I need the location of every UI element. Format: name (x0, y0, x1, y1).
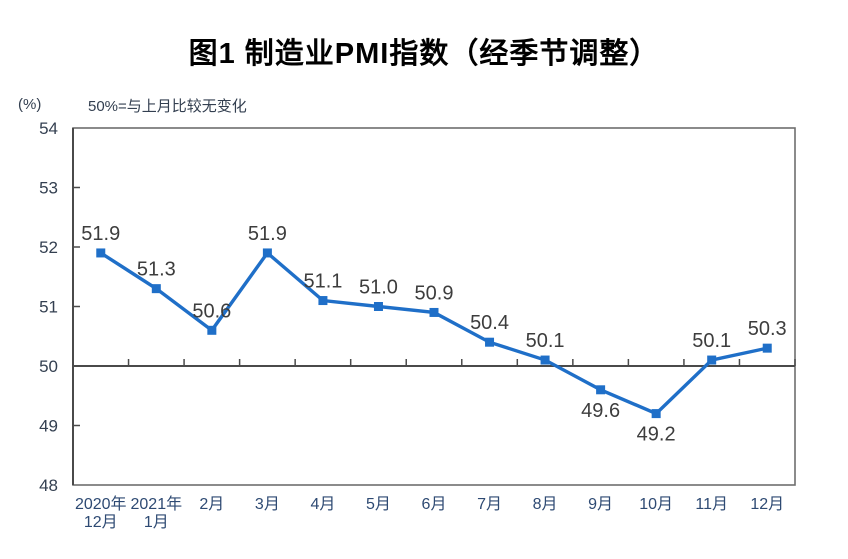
x-category-label: 2021年 (131, 495, 183, 513)
x-category-label: 9月 (588, 496, 613, 513)
data-point-marker (762, 343, 772, 353)
data-label: 51.0 (359, 277, 398, 299)
data-label: 50.4 (470, 312, 509, 334)
reference-note-label: 50%=与上月比较无变化 (88, 98, 247, 115)
x-category-label: 2月 (199, 496, 224, 513)
chart-title: 图1 制造业PMI指数（经季节调整） (188, 38, 660, 70)
data-point-marker (207, 325, 217, 335)
x-category-label: 7月 (477, 496, 502, 513)
y-tick-label: 51 (39, 298, 58, 317)
y-axis-unit-label: (%) (18, 96, 42, 113)
pmi-series-line (99, 250, 768, 416)
data-label: 49.6 (581, 400, 620, 422)
data-point-marker (318, 296, 328, 306)
data-label: 50.3 (748, 318, 787, 340)
y-tick-label: 53 (39, 179, 58, 198)
data-label: 51.1 (303, 271, 342, 293)
y-tick-label: 50 (39, 357, 58, 376)
data-label: 50.1 (692, 330, 731, 352)
data-point-marker (429, 307, 439, 317)
data-label: 51.9 (248, 223, 287, 245)
x-category-label: 3月 (255, 496, 280, 513)
x-category-label: 2020年 (75, 495, 127, 513)
data-label: 50.1 (526, 330, 565, 352)
data-label: 50.6 (192, 300, 231, 322)
data-point-marker (485, 337, 495, 347)
data-point-marker (596, 385, 606, 395)
data-point-marker (96, 248, 106, 258)
y-tick-label: 54 (39, 119, 58, 138)
data-label: 51.9 (81, 223, 120, 245)
x-category-label: 6月 (422, 496, 447, 513)
data-point-marker (651, 409, 661, 419)
x-category-label: 1月 (144, 514, 169, 531)
data-point-marker (262, 248, 272, 258)
x-category-label: 10月 (639, 496, 673, 513)
x-category-label: 12月 (750, 496, 784, 513)
x-category-label: 8月 (533, 496, 558, 513)
y-tick-label: 52 (39, 238, 58, 257)
data-point-marker (540, 355, 550, 365)
data-point-marker (707, 355, 717, 365)
data-point-marker (151, 284, 161, 294)
data-label: 51.3 (137, 259, 176, 281)
x-category-label: 11月 (695, 496, 728, 513)
y-tick-label: 48 (39, 476, 58, 495)
data-point-marker (373, 302, 383, 311)
x-category-label: 12月 (84, 514, 118, 531)
y-tick-label: 49 (39, 417, 58, 436)
data-label: 50.9 (415, 282, 454, 304)
x-category-label: 5月 (366, 496, 391, 513)
x-category-label: 4月 (310, 496, 335, 513)
data-label: 49.2 (637, 424, 676, 446)
